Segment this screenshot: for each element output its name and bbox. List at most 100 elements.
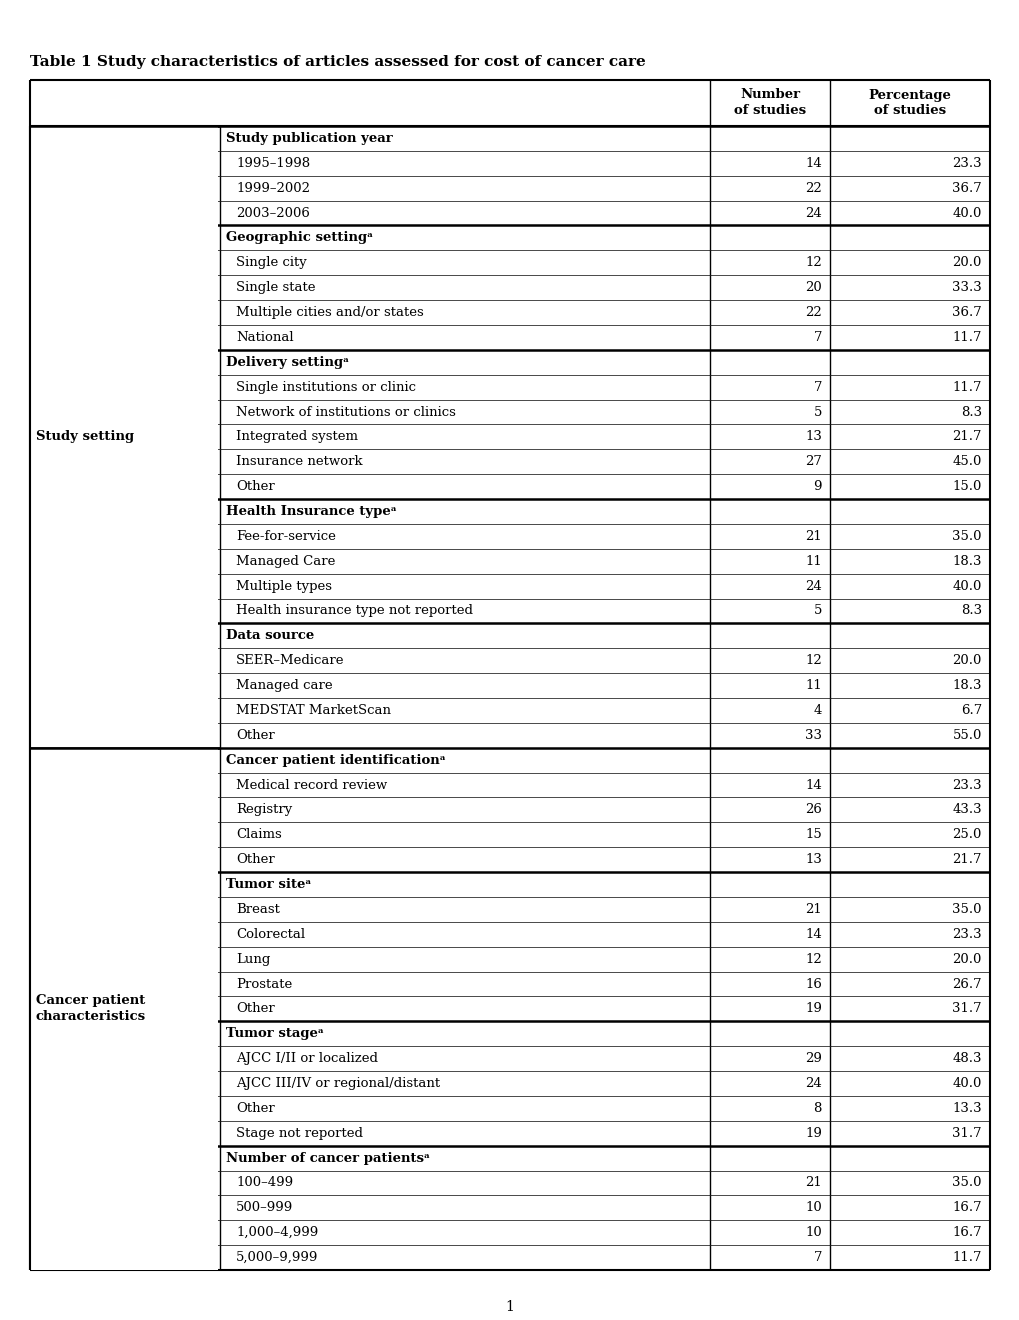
Text: 7: 7 [813,380,821,393]
Text: 16.7: 16.7 [952,1201,981,1214]
Text: 40.0: 40.0 [952,579,981,593]
Text: 12: 12 [804,655,821,667]
Text: 21.7: 21.7 [952,430,981,444]
Text: 20: 20 [804,281,821,294]
Text: Fee-for-service: Fee-for-service [235,529,335,543]
Text: Single city: Single city [235,256,307,269]
Text: 20.0: 20.0 [952,256,981,269]
Text: 23.3: 23.3 [952,928,981,941]
Text: 500–999: 500–999 [235,1201,293,1214]
Text: Managed care: Managed care [235,678,332,692]
Text: 1999–2002: 1999–2002 [235,182,310,194]
Text: MEDSTAT MarketScan: MEDSTAT MarketScan [235,704,390,717]
Text: Percentage
of studies: Percentage of studies [868,88,951,117]
Text: Colorectal: Colorectal [235,928,305,941]
Text: 31.7: 31.7 [952,1127,981,1139]
Text: Other: Other [235,1102,274,1115]
Text: 31.7: 31.7 [952,1002,981,1015]
Text: 22: 22 [804,306,821,319]
Text: Table 1 Study characteristics of articles assessed for cost of cancer care: Table 1 Study characteristics of article… [30,55,645,69]
Bar [32,127,218,747]
Text: 14: 14 [804,779,821,792]
Text: Tumor stageᵃ: Tumor stageᵃ [226,1027,324,1040]
Text: Single state: Single state [235,281,315,294]
Text: Geographic settingᵃ: Geographic settingᵃ [226,231,373,244]
Text: 18.3: 18.3 [952,678,981,692]
Text: National: National [235,331,293,345]
Text: 2003–2006: 2003–2006 [235,206,310,219]
Text: 19: 19 [804,1002,821,1015]
Text: 16: 16 [804,978,821,990]
Text: 12: 12 [804,256,821,269]
Text: 24: 24 [804,1077,821,1090]
Text: 19: 19 [804,1127,821,1139]
Text: Medical record review: Medical record review [235,779,387,792]
Text: Multiple types: Multiple types [235,579,331,593]
Text: Other: Other [235,1002,274,1015]
Text: 15: 15 [804,828,821,841]
Text: 8.3: 8.3 [960,605,981,618]
Text: 13: 13 [804,853,821,866]
Text: Study setting: Study setting [36,430,133,444]
Text: 11.7: 11.7 [952,331,981,345]
Text: 40.0: 40.0 [952,206,981,219]
Text: 27: 27 [804,455,821,469]
Text: Lung: Lung [235,953,270,966]
Text: 22: 22 [804,182,821,194]
Text: Health insurance type not reported: Health insurance type not reported [235,605,473,618]
Text: 26: 26 [804,804,821,816]
Text: 48.3: 48.3 [952,1052,981,1065]
Text: 25.0: 25.0 [952,828,981,841]
Text: Other: Other [235,729,274,742]
Text: 29: 29 [804,1052,821,1065]
Text: 11.7: 11.7 [952,380,981,393]
Text: 100–499: 100–499 [235,1176,292,1189]
Text: 35.0: 35.0 [952,529,981,543]
Text: Single institutions or clinic: Single institutions or clinic [235,380,416,393]
Text: 15.0: 15.0 [952,480,981,494]
Text: 7: 7 [813,1251,821,1265]
Text: 24: 24 [804,579,821,593]
Text: Cancer patient identificationᵃ: Cancer patient identificationᵃ [226,754,445,767]
Text: Prostate: Prostate [235,978,292,990]
Text: 21.7: 21.7 [952,853,981,866]
Text: 55.0: 55.0 [952,729,981,742]
Text: 11.7: 11.7 [952,1251,981,1265]
Text: 10: 10 [804,1226,821,1239]
Text: 23.3: 23.3 [952,779,981,792]
Text: Cancer patient
characteristics: Cancer patient characteristics [36,994,146,1023]
Text: 1995–1998: 1995–1998 [235,157,310,170]
Text: 9: 9 [813,480,821,494]
Text: 14: 14 [804,928,821,941]
Text: 21: 21 [804,1176,821,1189]
Text: SEER–Medicare: SEER–Medicare [235,655,344,667]
Text: 6.7: 6.7 [960,704,981,717]
Text: 18.3: 18.3 [952,554,981,568]
Text: 20.0: 20.0 [952,655,981,667]
Text: 14: 14 [804,157,821,170]
Text: 36.7: 36.7 [952,306,981,319]
Text: Data source: Data source [226,630,314,643]
Text: 13.3: 13.3 [952,1102,981,1115]
Text: 21: 21 [804,529,821,543]
Text: 21: 21 [804,903,821,916]
Text: 16.7: 16.7 [952,1226,981,1239]
Text: 5,000–9,999: 5,000–9,999 [235,1251,318,1265]
Text: 5: 5 [813,605,821,618]
Text: AJCC I/II or localized: AJCC I/II or localized [235,1052,378,1065]
Text: Stage not reported: Stage not reported [235,1127,363,1139]
Text: 8.3: 8.3 [960,405,981,418]
Text: Health Insurance typeᵃ: Health Insurance typeᵃ [226,506,396,517]
Text: Insurance network: Insurance network [235,455,363,469]
Text: 24: 24 [804,206,821,219]
Text: Claims: Claims [235,828,281,841]
Text: Delivery settingᵃ: Delivery settingᵃ [226,356,348,368]
Text: Other: Other [235,480,274,494]
Text: Managed Care: Managed Care [235,554,335,568]
Text: AJCC III/IV or regional/distant: AJCC III/IV or regional/distant [235,1077,439,1090]
Text: Number
of studies: Number of studies [734,88,805,117]
Text: 1: 1 [505,1300,514,1313]
Text: Study publication year: Study publication year [226,132,392,145]
Text: 45.0: 45.0 [952,455,981,469]
Text: 26.7: 26.7 [952,978,981,990]
